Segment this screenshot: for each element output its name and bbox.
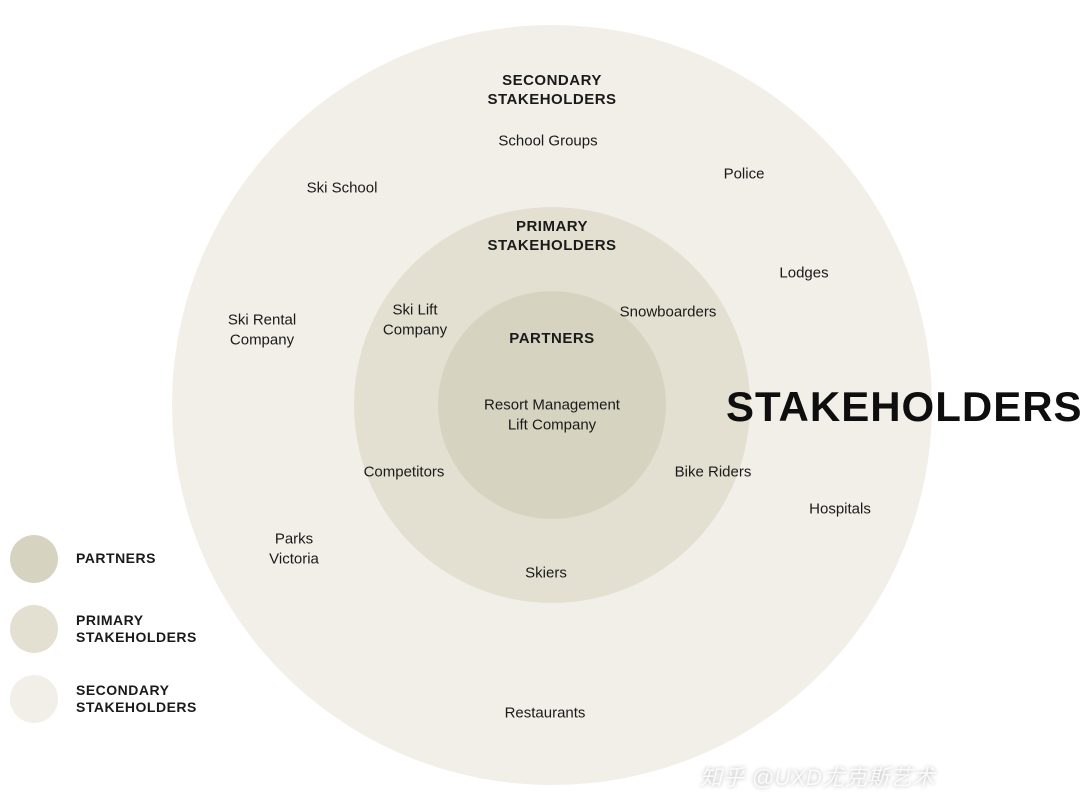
ring-label-secondary: SECONDARY STAKEHOLDERS: [452, 72, 652, 110]
legend: PARTNERS PRIMARY STAKEHOLDERS SECONDARY ST…: [10, 535, 197, 745]
secondary-item: Parks Victoria: [269, 530, 319, 569]
legend-label: SECONDARY STAKEHOLDERS: [76, 682, 197, 717]
secondary-item: Ski School: [307, 178, 378, 198]
legend-swatch: [10, 535, 58, 583]
secondary-item: School Groups: [498, 131, 597, 151]
legend-swatch: [10, 675, 58, 723]
legend-label: PARTNERS: [76, 550, 156, 568]
ring-label-partners: PARTNERS: [452, 330, 652, 349]
legend-row: SECONDARY STAKEHOLDERS: [10, 675, 197, 723]
legend-label: PRIMARY STAKEHOLDERS: [76, 612, 197, 647]
secondary-item: Lodges: [779, 263, 828, 283]
legend-row: PRIMARY STAKEHOLDERS: [10, 605, 197, 653]
diagram-canvas: SECONDARY STAKEHOLDERS PRIMARY STAKEHOLDE…: [0, 0, 1091, 796]
primary-item: Skiers: [525, 563, 567, 583]
ring-label-primary: PRIMARY STAKEHOLDERS: [452, 218, 652, 256]
legend-row: PARTNERS: [10, 535, 197, 583]
primary-item: Competitors: [364, 462, 445, 482]
secondary-item: Restaurants: [505, 703, 586, 723]
primary-item: Snowboarders: [620, 302, 717, 322]
secondary-item: Hospitals: [809, 499, 871, 519]
secondary-item: Police: [724, 164, 765, 184]
primary-item: Bike Riders: [675, 462, 752, 482]
primary-item: Ski Lift Company: [383, 301, 447, 340]
diagram-title: STAKEHOLDERS: [726, 383, 1083, 431]
secondary-item: Ski Rental Company: [228, 311, 296, 350]
watermark-text: 知乎 @UXD尤克斯艺术: [700, 760, 935, 792]
legend-swatch: [10, 605, 58, 653]
partners-center-items: Resort Management Lift Company: [484, 396, 620, 435]
